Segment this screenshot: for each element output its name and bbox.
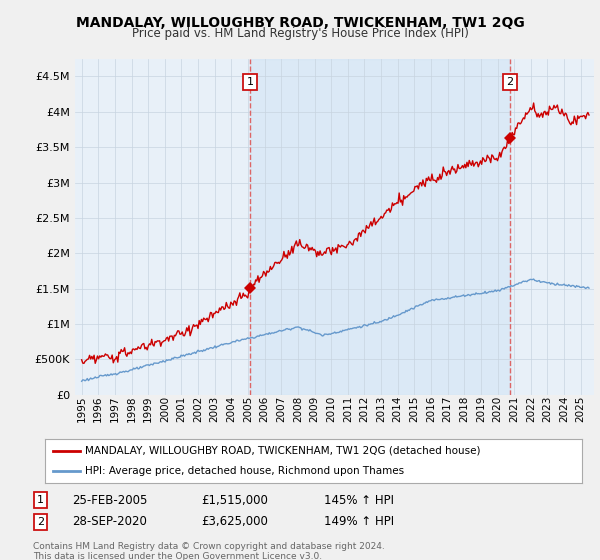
Text: 149% ↑ HPI: 149% ↑ HPI bbox=[324, 515, 394, 529]
Text: 2017: 2017 bbox=[443, 396, 452, 422]
Text: 1997: 1997 bbox=[110, 396, 120, 422]
Text: 2000: 2000 bbox=[160, 396, 170, 422]
Text: Price paid vs. HM Land Registry's House Price Index (HPI): Price paid vs. HM Land Registry's House … bbox=[131, 27, 469, 40]
Text: 1: 1 bbox=[37, 495, 44, 505]
Text: 2: 2 bbox=[37, 517, 44, 527]
Text: 2001: 2001 bbox=[176, 396, 187, 422]
Text: MANDALAY, WILLOUGHBY ROAD, TWICKENHAM, TW1 2QG: MANDALAY, WILLOUGHBY ROAD, TWICKENHAM, T… bbox=[76, 16, 524, 30]
Text: 2021: 2021 bbox=[509, 396, 519, 422]
Text: 2016: 2016 bbox=[426, 396, 436, 422]
Text: 2008: 2008 bbox=[293, 396, 303, 422]
Text: 2003: 2003 bbox=[210, 396, 220, 422]
Text: 2025: 2025 bbox=[575, 396, 586, 422]
Text: £1,515,000: £1,515,000 bbox=[201, 493, 268, 507]
Text: 2005: 2005 bbox=[243, 396, 253, 422]
Text: 145% ↑ HPI: 145% ↑ HPI bbox=[324, 493, 394, 507]
Bar bbox=[250, 59, 510, 395]
Text: Contains HM Land Registry data © Crown copyright and database right 2024.
This d: Contains HM Land Registry data © Crown c… bbox=[33, 542, 385, 560]
Text: 2002: 2002 bbox=[193, 396, 203, 422]
Text: 2024: 2024 bbox=[559, 396, 569, 422]
Text: 1: 1 bbox=[247, 77, 253, 87]
Text: HPI: Average price, detached house, Richmond upon Thames: HPI: Average price, detached house, Rich… bbox=[85, 466, 404, 476]
Text: 2004: 2004 bbox=[226, 396, 236, 422]
Text: 28-SEP-2020: 28-SEP-2020 bbox=[72, 515, 147, 529]
Text: 2010: 2010 bbox=[326, 396, 336, 422]
Text: 2023: 2023 bbox=[542, 396, 553, 422]
Text: MANDALAY, WILLOUGHBY ROAD, TWICKENHAM, TW1 2QG (detached house): MANDALAY, WILLOUGHBY ROAD, TWICKENHAM, T… bbox=[85, 446, 481, 456]
Text: 1999: 1999 bbox=[143, 396, 153, 422]
Text: 2019: 2019 bbox=[476, 396, 486, 422]
Text: 2011: 2011 bbox=[343, 396, 353, 422]
Text: 1996: 1996 bbox=[93, 396, 103, 422]
Text: 25-FEB-2005: 25-FEB-2005 bbox=[72, 493, 148, 507]
Text: 2022: 2022 bbox=[526, 396, 536, 422]
Text: 2007: 2007 bbox=[276, 396, 286, 422]
Text: 2018: 2018 bbox=[459, 396, 469, 422]
Text: 2009: 2009 bbox=[310, 396, 320, 422]
Text: 2014: 2014 bbox=[393, 396, 403, 422]
Text: 1998: 1998 bbox=[127, 396, 137, 422]
Text: 2012: 2012 bbox=[359, 396, 370, 422]
Text: 2015: 2015 bbox=[409, 396, 419, 422]
Text: 2006: 2006 bbox=[260, 396, 269, 422]
Text: 2: 2 bbox=[506, 77, 514, 87]
Text: 1995: 1995 bbox=[77, 396, 86, 422]
Text: 2020: 2020 bbox=[493, 396, 503, 422]
Text: 2013: 2013 bbox=[376, 396, 386, 422]
Text: £3,625,000: £3,625,000 bbox=[201, 515, 268, 529]
